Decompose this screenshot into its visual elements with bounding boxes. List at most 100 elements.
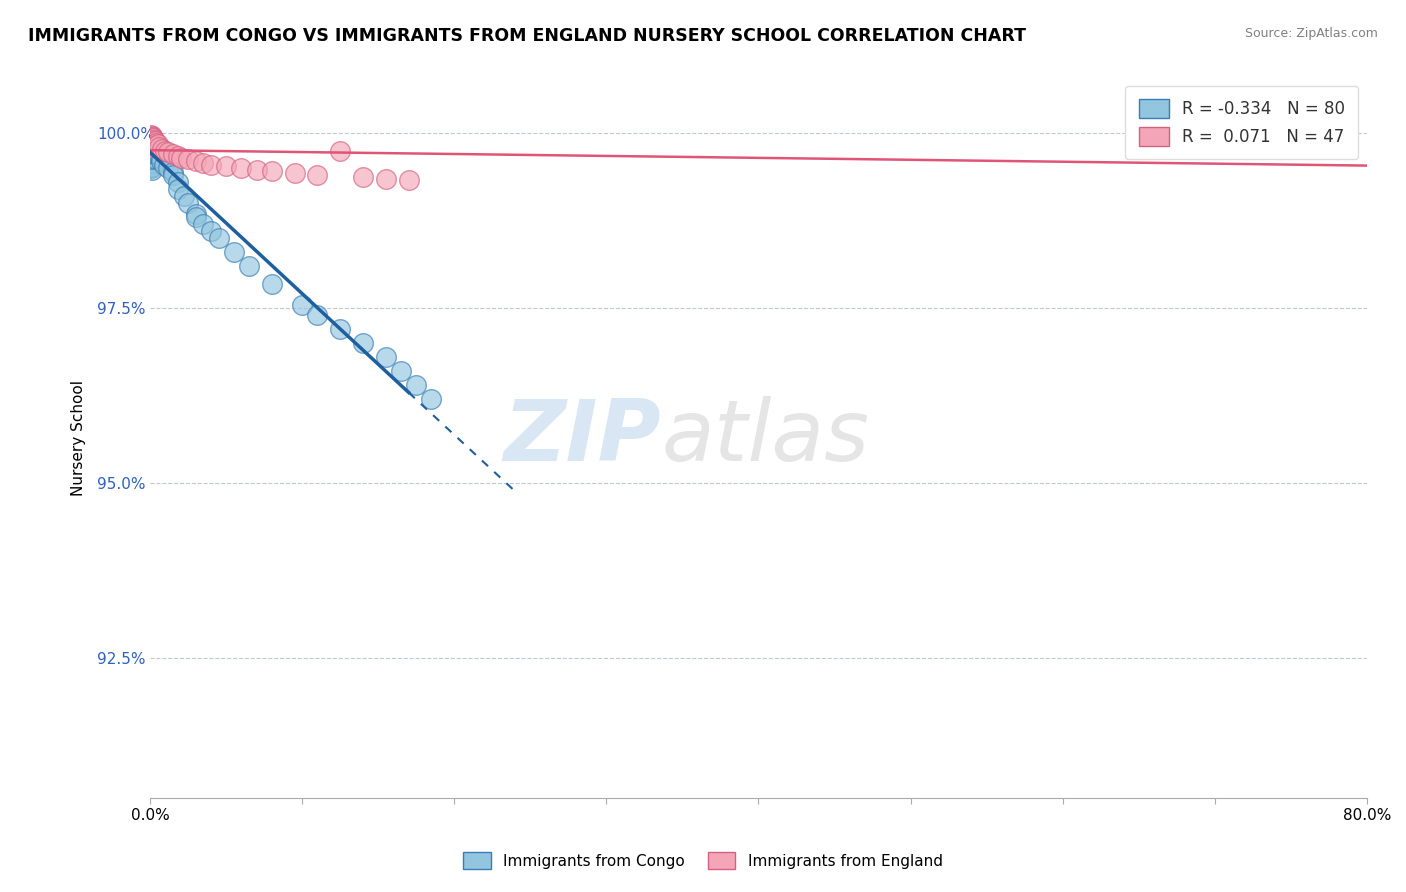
Point xyxy=(150,142,173,156)
Point xyxy=(169,151,191,165)
Point xyxy=(139,128,162,142)
Point xyxy=(231,161,253,176)
Point xyxy=(145,147,167,161)
Point xyxy=(142,143,165,157)
Point xyxy=(139,161,162,176)
Point xyxy=(141,133,163,147)
Point xyxy=(238,260,260,274)
Point xyxy=(141,133,163,147)
Point xyxy=(374,172,396,186)
Point xyxy=(352,336,374,351)
Point xyxy=(141,131,163,145)
Point xyxy=(145,136,167,150)
Point xyxy=(142,139,165,153)
Point xyxy=(139,131,162,145)
Point xyxy=(374,351,396,365)
Point xyxy=(157,145,180,160)
Point xyxy=(155,144,177,158)
Point xyxy=(166,149,188,163)
Point xyxy=(141,146,163,161)
Point xyxy=(184,207,207,221)
Point xyxy=(141,130,163,145)
Point xyxy=(142,135,165,149)
Point xyxy=(141,133,163,147)
Point xyxy=(207,231,229,245)
Point xyxy=(141,153,163,167)
Point xyxy=(141,139,163,153)
Point xyxy=(143,140,166,154)
Point xyxy=(141,153,163,167)
Point xyxy=(145,139,167,153)
Point xyxy=(139,133,162,147)
Point xyxy=(193,218,215,232)
Point xyxy=(141,135,163,149)
Point xyxy=(398,173,420,187)
Point xyxy=(141,153,163,167)
Point xyxy=(141,133,163,147)
Point xyxy=(139,140,162,154)
Point xyxy=(260,277,283,291)
Point xyxy=(141,145,163,160)
Legend: R = -0.334   N = 80, R =  0.071   N = 47: R = -0.334 N = 80, R = 0.071 N = 47 xyxy=(1125,86,1358,160)
Point xyxy=(141,132,163,146)
Point xyxy=(143,147,166,161)
Point xyxy=(141,136,163,150)
Point xyxy=(352,169,374,184)
Point xyxy=(141,160,163,174)
Point xyxy=(162,147,184,161)
Point xyxy=(139,144,162,158)
Point xyxy=(141,129,163,144)
Point xyxy=(245,162,267,177)
Point xyxy=(142,147,165,161)
Point xyxy=(162,169,184,183)
Point xyxy=(141,136,163,151)
Point xyxy=(139,135,162,149)
Point xyxy=(141,134,163,148)
Point xyxy=(166,182,188,196)
Point xyxy=(166,175,188,189)
Point xyxy=(143,144,166,158)
Point xyxy=(173,189,195,203)
Point xyxy=(142,140,165,154)
Point xyxy=(162,165,184,179)
Point xyxy=(142,136,165,151)
Point xyxy=(141,138,163,153)
Text: IMMIGRANTS FROM CONGO VS IMMIGRANTS FROM ENGLAND NURSERY SCHOOL CORRELATION CHAR: IMMIGRANTS FROM CONGO VS IMMIGRANTS FROM… xyxy=(28,27,1026,45)
Point xyxy=(141,142,163,156)
Point xyxy=(141,147,163,161)
Point xyxy=(141,144,163,158)
Point xyxy=(143,137,166,152)
Point xyxy=(184,211,207,225)
Point xyxy=(200,224,222,238)
Point xyxy=(141,129,163,144)
Point xyxy=(141,143,163,157)
Point xyxy=(141,136,163,151)
Text: ZIP: ZIP xyxy=(503,396,661,479)
Point xyxy=(139,151,162,165)
Text: Source: ZipAtlas.com: Source: ZipAtlas.com xyxy=(1244,27,1378,40)
Point xyxy=(149,151,172,165)
Point xyxy=(141,129,163,144)
Point xyxy=(141,163,163,178)
Point xyxy=(141,156,163,170)
Point xyxy=(139,129,162,144)
Point xyxy=(139,136,162,151)
Point xyxy=(139,154,162,169)
Point xyxy=(291,298,314,312)
Legend: Immigrants from Congo, Immigrants from England: Immigrants from Congo, Immigrants from E… xyxy=(457,846,949,875)
Point xyxy=(139,147,162,161)
Point xyxy=(142,144,165,158)
Point xyxy=(177,153,200,167)
Point xyxy=(141,145,163,160)
Point xyxy=(142,136,165,151)
Point xyxy=(405,378,427,392)
Point xyxy=(142,138,165,153)
Point xyxy=(143,134,166,148)
Point xyxy=(389,364,412,378)
Point xyxy=(200,158,222,172)
Point xyxy=(141,142,163,156)
Point xyxy=(307,169,329,183)
Point xyxy=(141,140,163,154)
Point xyxy=(141,138,163,153)
Point xyxy=(184,154,207,169)
